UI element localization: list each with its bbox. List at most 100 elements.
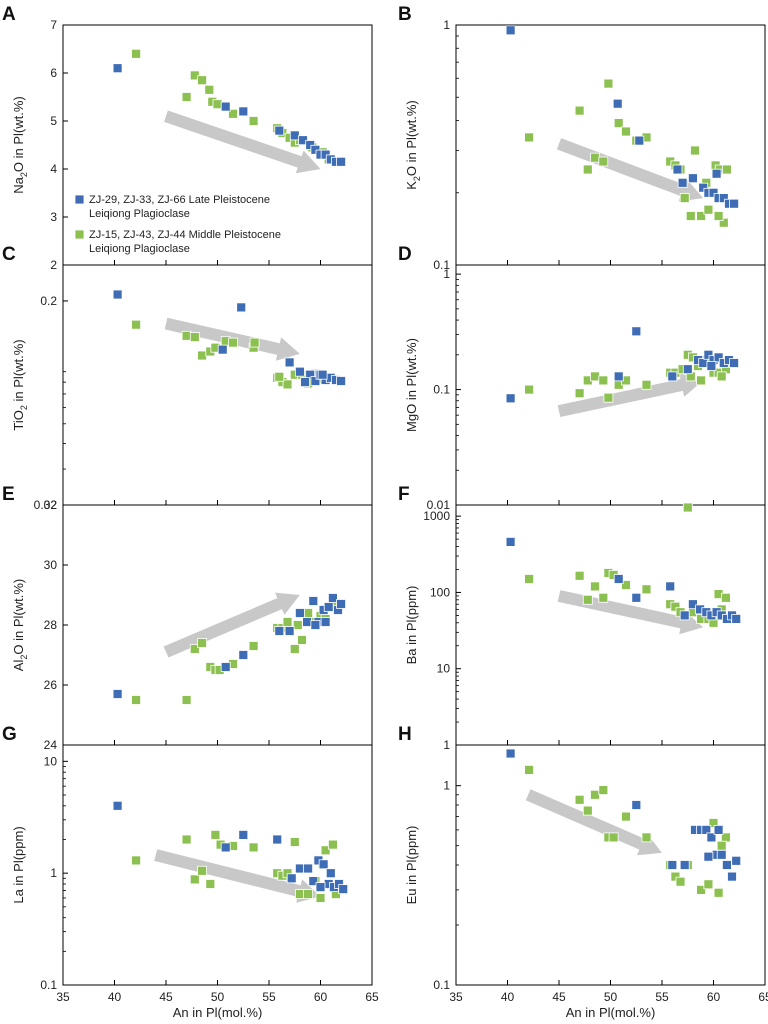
- y-tick-label: 0.1: [40, 978, 57, 992]
- middle-pleistocene-point: [670, 601, 681, 612]
- late-pleistocene-point: [112, 800, 123, 811]
- late-pleistocene-point: [682, 364, 693, 375]
- late-pleistocene-point: [238, 830, 249, 840]
- late-pleistocene-point: [336, 376, 347, 386]
- late-pleistocene-point: [303, 863, 314, 874]
- y-axis-label-main: TiO: [11, 410, 26, 430]
- late-pleistocene-point: [112, 689, 123, 699]
- late-pleistocene-point: [338, 884, 349, 894]
- middle-pleistocene-point: [197, 638, 208, 648]
- late-pleistocene-point: [708, 187, 719, 198]
- late-pleistocene-point: [274, 626, 285, 636]
- middle-pleistocene-point: [197, 350, 208, 361]
- late-pleistocene-point: [631, 800, 642, 810]
- plot-frame: [455, 504, 766, 746]
- middle-pleistocene-point: [582, 805, 593, 816]
- middle-pleistocene-point: [598, 592, 609, 603]
- middle-pleistocene-point: [248, 641, 259, 651]
- y-axis-label-rest: O in Pl(wt.%): [11, 96, 26, 172]
- late-pleistocene-point: [665, 581, 676, 592]
- middle-pleistocene-point: [603, 392, 614, 403]
- late-pleistocene-point: [294, 863, 305, 874]
- middle-pleistocene-point: [274, 371, 285, 382]
- trend-arrow: [557, 373, 704, 417]
- trend-arrow: [164, 110, 321, 174]
- y-tick-label: 1: [443, 267, 450, 281]
- middle-pleistocene-point: [320, 845, 331, 856]
- late-pleistocene-point: [634, 135, 645, 146]
- middle-pleistocene-point: [524, 574, 534, 584]
- y-tick-label: 10: [44, 754, 58, 768]
- middle-pleistocene-point: [696, 885, 706, 895]
- middle-pleistocene-point: [718, 217, 729, 228]
- plot-frame: [455, 24, 766, 266]
- y-tick-label: 0.02: [34, 498, 58, 512]
- x-tick-label: 35: [449, 990, 463, 1004]
- late-pleistocene-point: [220, 842, 231, 853]
- panel-e: E 24 26 28 30 32 Al2O in Pl(wt.%): [2, 484, 373, 752]
- y-tick-label: 1: [50, 866, 57, 880]
- middle-pleistocene-point: [696, 375, 706, 386]
- middle-pleistocene-point: [315, 893, 326, 903]
- y-axis-label-rest: O in Pl(wt.%): [11, 579, 26, 655]
- middle-pleistocene-point: [197, 75, 208, 86]
- panel-label: F: [398, 484, 410, 505]
- middle-pleistocene-point: [598, 785, 609, 795]
- y-axis-label-subscript: 2: [19, 172, 29, 177]
- middle-pleistocene-point: [181, 330, 192, 341]
- y-axis-label: Ba in Pl(ppm): [404, 586, 419, 665]
- late-pleistocene-point: [505, 25, 516, 36]
- middle-pleistocene-point: [524, 384, 534, 395]
- late-pleistocene-point: [722, 860, 732, 870]
- x-tick-label: 65: [758, 990, 768, 1004]
- late-pleistocene-point: [320, 617, 331, 627]
- y-tick-label: 6: [50, 66, 57, 80]
- late-pleistocene-point: [713, 352, 724, 363]
- middle-pleistocene-point: [289, 644, 300, 654]
- late-pleistocene-point: [315, 882, 326, 892]
- late-pleistocene-point: [698, 182, 709, 193]
- late-pleistocene-point: [220, 662, 231, 672]
- late-pleistocene-point: [112, 289, 123, 300]
- late-pleistocene-point: [727, 871, 737, 882]
- legend: ZJ-29, ZJ-33, ZJ-66 Late Pleistocene Leiq…: [74, 194, 281, 255]
- y-tick-label: 30: [44, 558, 58, 572]
- x-tick-label: 40: [108, 990, 122, 1004]
- middle-pleistocene-point: [189, 332, 200, 343]
- late-pleistocene-point: [672, 164, 683, 175]
- middle-pleistocene-point: [131, 855, 142, 866]
- middle-pleistocene-point: [204, 84, 215, 95]
- middle-pleistocene-point: [621, 126, 631, 137]
- y-tick-label: 32: [44, 498, 58, 512]
- late-pleistocene-point: [613, 574, 624, 584]
- middle-pleistocene-point: [713, 211, 724, 221]
- middle-pleistocene-point: [205, 879, 216, 889]
- late-pleistocene-point: [220, 101, 231, 112]
- late-pleistocene-point: [667, 860, 678, 870]
- x-tick-label: 55: [262, 990, 276, 1004]
- late-pleistocene-point: [731, 855, 742, 866]
- middle-pleistocene-point: [679, 193, 690, 204]
- panel-h: H 0.1 1 35 40 45 50 55 60 65 An in Pl(mol.%) Eu in …: [398, 724, 768, 1020]
- middle-pleistocene-point: [641, 584, 652, 595]
- late-pleistocene-point: [718, 193, 729, 204]
- middle-pleistocene-point: [716, 371, 727, 382]
- middle-pleistocene-point: [721, 592, 731, 603]
- late-pleistocene-point: [300, 377, 311, 388]
- y-tick-label: 1: [443, 779, 450, 793]
- middle-pleistocene-point: [621, 580, 631, 590]
- y-axis-label-main: Na: [11, 176, 26, 193]
- late-pleistocene-point: [310, 376, 321, 386]
- middle-pleistocene-point: [722, 164, 732, 175]
- legend-late-line2: Leiqiong Plagioclase: [89, 208, 190, 220]
- late-pleistocene-point: [310, 620, 321, 630]
- middle-pleistocene-point: [303, 889, 314, 899]
- middle-pleistocene-point: [189, 644, 200, 654]
- middle-pleistocene-point: [574, 105, 585, 116]
- late-pleistocene-point: [238, 106, 249, 117]
- x-tick-label: 35: [56, 990, 70, 1004]
- middle-pleistocene-point: [613, 118, 624, 128]
- late-pleistocene-point: [703, 349, 714, 360]
- late-pleistocene-point: [706, 832, 717, 843]
